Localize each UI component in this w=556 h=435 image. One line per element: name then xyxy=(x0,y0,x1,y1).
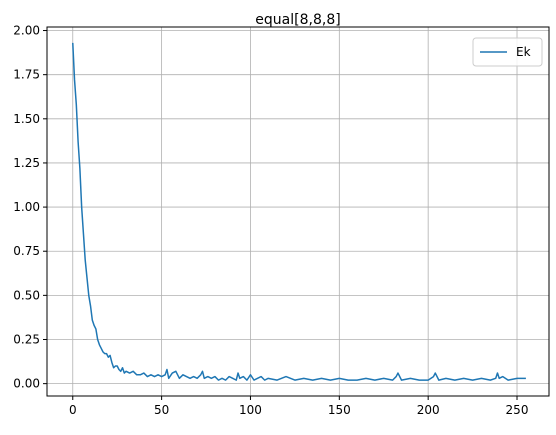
y-tick-label: 0.50 xyxy=(13,288,40,302)
x-tick-label: 100 xyxy=(239,403,262,417)
legend: Ek xyxy=(472,37,543,67)
x-tick-label: 150 xyxy=(328,403,351,417)
y-tick-label: 0.00 xyxy=(13,377,40,391)
legend-box xyxy=(472,37,543,67)
chart-title: equal[8,8,8] xyxy=(255,12,340,28)
y-tick-label: 0.75 xyxy=(13,244,40,258)
axis-ticks: 0 50 100 150 200 250 0.00 0.25 0.50 0.75 1.00 1.25 1… xyxy=(13,24,528,417)
legend-label-ek: Ek xyxy=(516,45,531,59)
y-tick-label: 1.25 xyxy=(13,156,40,170)
y-tick-label: 2.00 xyxy=(13,24,40,38)
plot-frame xyxy=(46,26,550,397)
grid-lines xyxy=(47,27,549,396)
x-tick-label: 250 xyxy=(506,403,529,417)
y-tick-label: 1.50 xyxy=(13,112,40,126)
y-tick-label: 1.00 xyxy=(13,200,40,214)
series-lines xyxy=(72,42,526,381)
series-line-ek xyxy=(72,42,526,381)
y-tick-label: 1.75 xyxy=(13,68,40,82)
y-tick-label: 0.25 xyxy=(13,333,40,347)
x-tick-label: 50 xyxy=(154,403,169,417)
x-tick-label: 200 xyxy=(417,403,440,417)
x-tick-label: 0 xyxy=(69,403,77,417)
